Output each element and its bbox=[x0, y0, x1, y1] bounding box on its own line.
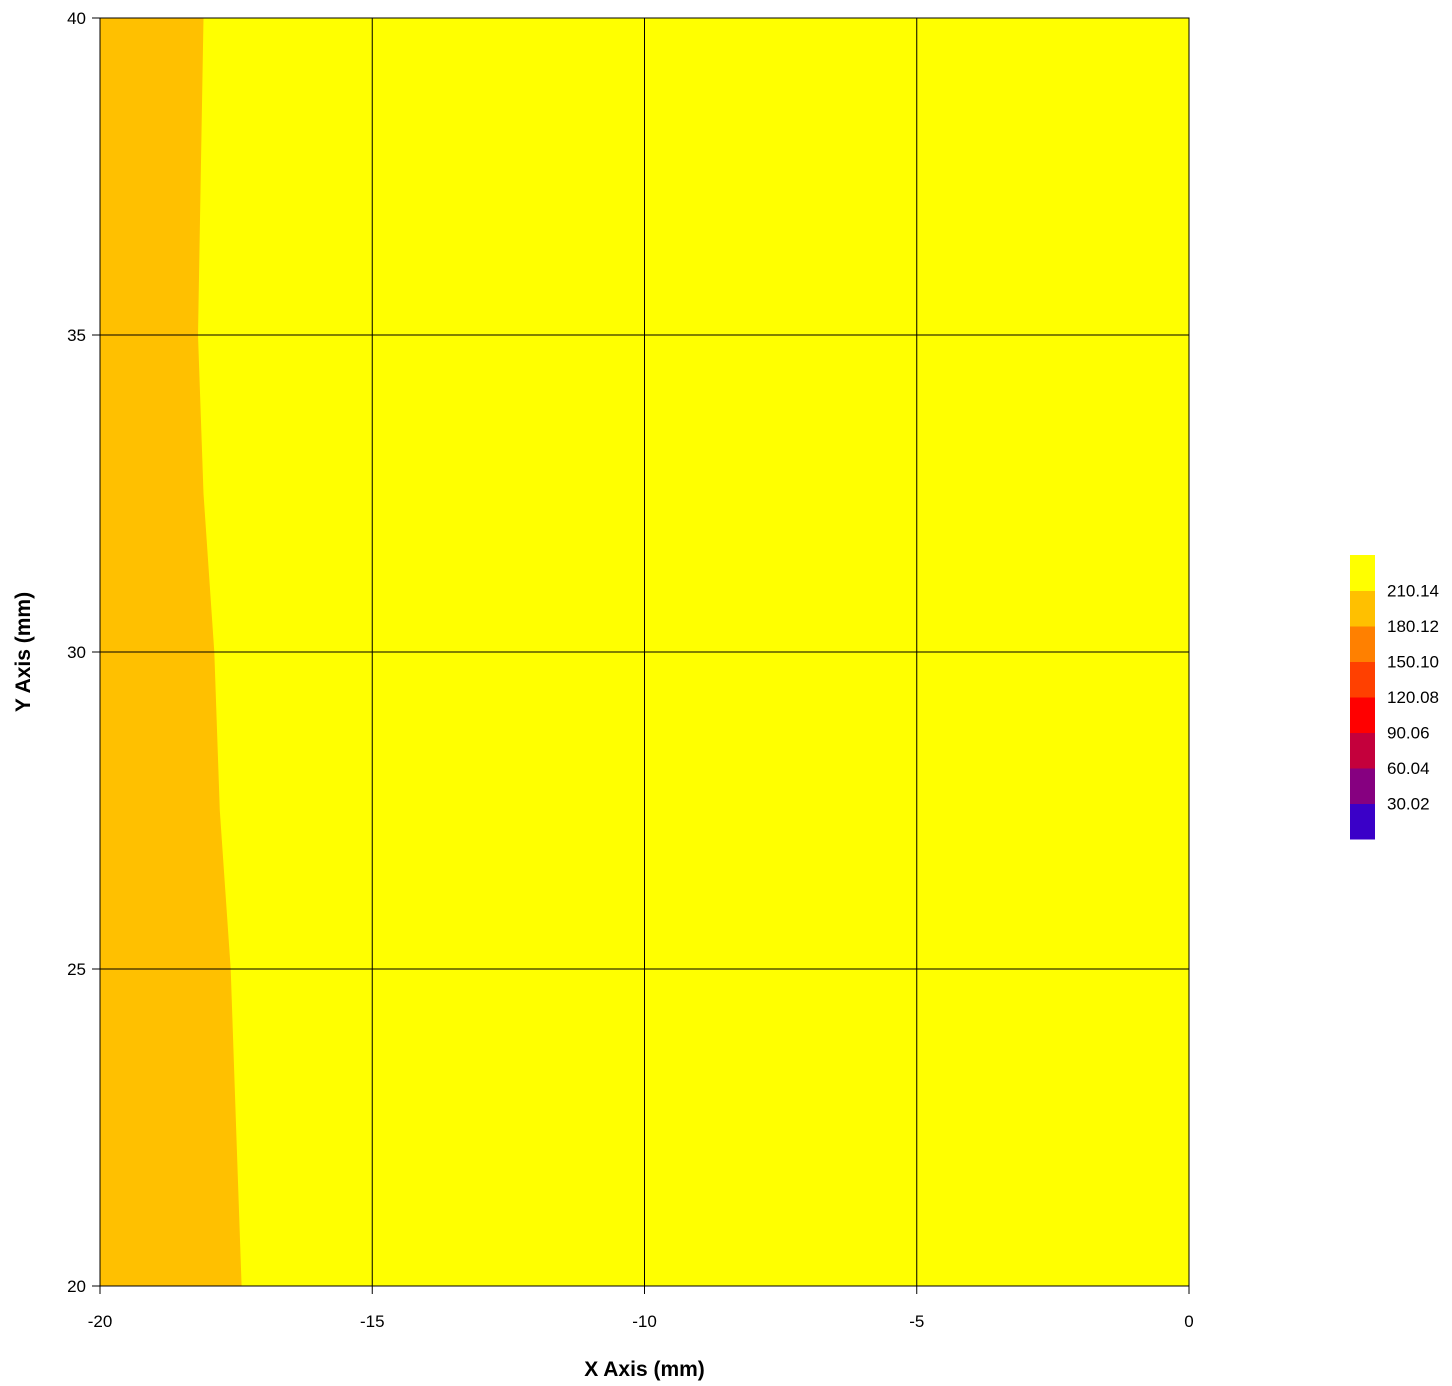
y-tick-label: 30 bbox=[67, 643, 86, 662]
y-axis: 20 25 30 35 40 bbox=[67, 9, 100, 1296]
legend-label: 90.06 bbox=[1387, 724, 1430, 743]
legend-label: 120.08 bbox=[1387, 688, 1439, 707]
y-tick-label: 20 bbox=[67, 1277, 86, 1296]
x-tick-label: -20 bbox=[88, 1312, 113, 1331]
x-tick-label: -10 bbox=[632, 1312, 657, 1331]
legend-swatch bbox=[1350, 732, 1375, 769]
x-tick-label: -5 bbox=[909, 1312, 924, 1331]
legend-swatch bbox=[1350, 697, 1375, 733]
y-axis-title: Y Axis (mm) bbox=[12, 592, 35, 712]
legend-label: 150.10 bbox=[1387, 653, 1439, 672]
x-tick-label: 0 bbox=[1184, 1312, 1193, 1331]
legend-label: 60.04 bbox=[1387, 759, 1430, 778]
legend-swatch bbox=[1350, 590, 1375, 627]
legend-swatch bbox=[1350, 661, 1375, 698]
color-legend: 30.02 60.04 90.06 120.08 150.10 180.12 210.14 bbox=[1350, 555, 1439, 840]
legend-label: 210.14 bbox=[1387, 582, 1439, 601]
legend-label: 30.02 bbox=[1387, 795, 1430, 814]
x-axis-title: X Axis (mm) bbox=[584, 1358, 705, 1381]
x-axis: -20 -15 -10 -5 0 bbox=[88, 1286, 1194, 1331]
legend-swatch bbox=[1350, 803, 1375, 840]
x-tick-label: -15 bbox=[360, 1312, 385, 1331]
legend-swatch bbox=[1350, 555, 1375, 591]
legend-swatch bbox=[1350, 768, 1375, 804]
y-tick-label: 25 bbox=[67, 960, 86, 979]
legend-label: 180.12 bbox=[1387, 617, 1439, 636]
legend-swatch bbox=[1350, 626, 1375, 662]
y-tick-label: 35 bbox=[67, 326, 86, 345]
y-tick-label: 40 bbox=[67, 9, 86, 28]
